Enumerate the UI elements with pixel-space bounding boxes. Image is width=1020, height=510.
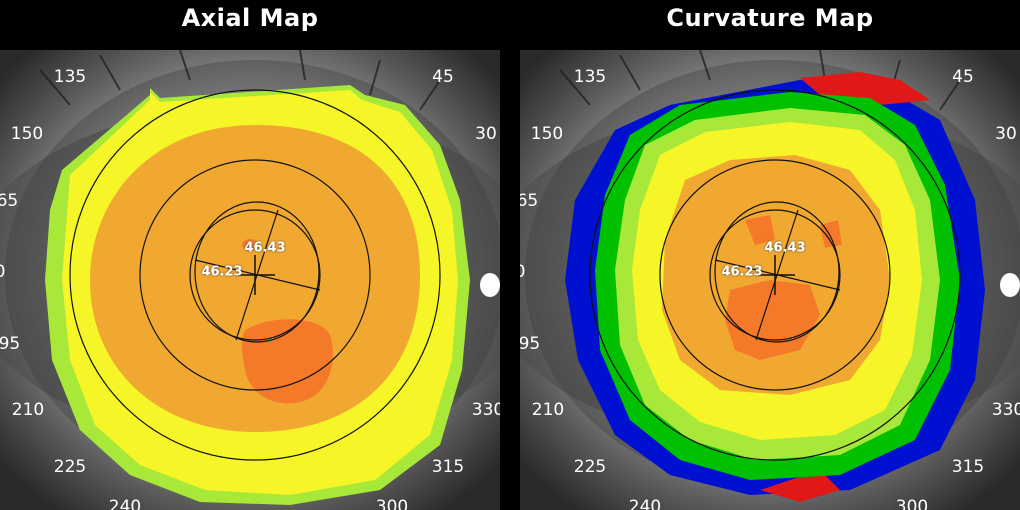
meridian-label: 210	[11, 400, 45, 420]
curvature-map-panel: 46.43 46.23 135 45 150 30 165 0 195 210 …	[520, 50, 1020, 510]
axial-map-title: Axial Map	[181, 4, 319, 32]
k-value-left: 46.23	[721, 264, 763, 280]
meridian-label: 0	[0, 262, 5, 282]
meridian-label: 45	[952, 67, 974, 87]
meridian-label: 240	[108, 497, 142, 510]
eyelashes	[39, 50, 441, 111]
meridian-label: 315	[951, 457, 985, 477]
k-value-left: 46.23	[201, 264, 243, 280]
meridian-label: 165	[0, 191, 19, 211]
meridian-label: 225	[53, 457, 87, 477]
meridian-label: 300	[895, 497, 929, 510]
axial-map-header: Axial Map	[0, 0, 500, 50]
meridian-label: 210	[531, 400, 565, 420]
meridian-label: 330	[991, 400, 1020, 420]
curvature-topography	[565, 72, 985, 502]
meridian-label: 150	[530, 124, 564, 144]
meridian-label: 240	[628, 497, 662, 510]
panel-divider	[500, 0, 520, 510]
meridian-label: 30	[475, 124, 497, 144]
curvature-map-header: Curvature Map	[520, 0, 1020, 50]
curvature-map-title: Curvature Map	[666, 4, 874, 32]
axial-map-panel: 46.43 46.23 135 45 150 30 165 0 195 210 …	[0, 50, 500, 510]
meridian-label: 300	[375, 497, 409, 510]
light-reflection	[480, 273, 500, 297]
k-value-upper: 46.43	[764, 240, 806, 256]
meridian-label: 0	[520, 262, 525, 282]
meridian-label: 195	[520, 334, 541, 354]
meridian-label: 150	[10, 124, 44, 144]
meridian-label: 135	[53, 67, 87, 87]
curvature-overlay-rings	[589, 89, 961, 461]
meridian-label: 315	[431, 457, 465, 477]
meridian-label: 165	[520, 191, 539, 211]
curvature-map-image	[520, 50, 1020, 510]
eyelashes	[559, 50, 961, 111]
meridian-label: 330	[471, 400, 500, 420]
axial-map-image	[0, 50, 500, 510]
axial-topography	[45, 85, 470, 505]
meridian-label: 30	[995, 124, 1017, 144]
meridian-label: 195	[0, 334, 21, 354]
meridian-label: 45	[432, 67, 454, 87]
k-value-upper: 46.43	[244, 240, 286, 256]
light-reflection	[1000, 273, 1020, 297]
meridian-label: 225	[573, 457, 607, 477]
meridian-label: 135	[573, 67, 607, 87]
axial-overlay-rings	[69, 89, 441, 461]
